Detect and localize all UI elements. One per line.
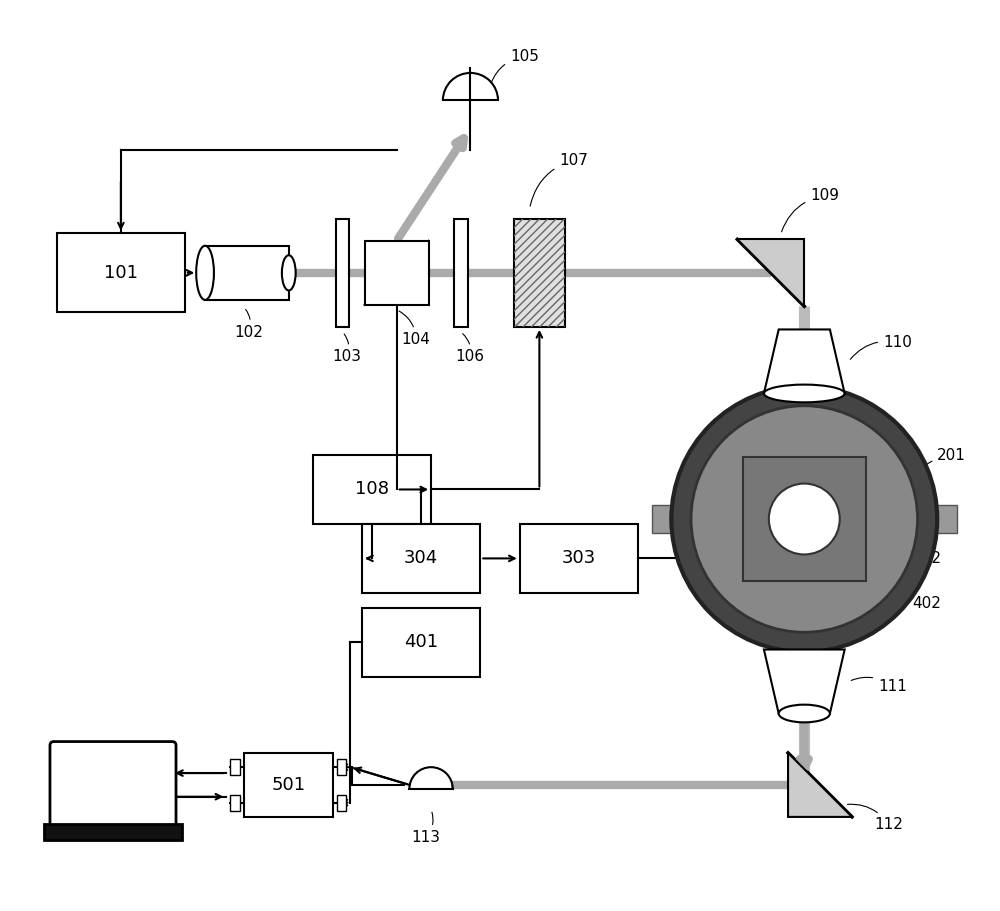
- Text: 104: 104: [399, 311, 430, 347]
- Text: 106: 106: [456, 333, 485, 364]
- Bar: [205, 246, 289, 300]
- Text: 103: 103: [333, 334, 362, 364]
- Ellipse shape: [196, 246, 214, 300]
- Bar: [514, 219, 565, 327]
- Text: 304: 304: [404, 549, 438, 568]
- Polygon shape: [737, 240, 804, 306]
- Polygon shape: [788, 752, 852, 817]
- Bar: [362, 524, 480, 593]
- Text: 302: 302: [881, 538, 942, 567]
- Text: 201: 201: [909, 448, 966, 486]
- Bar: [44, 824, 182, 840]
- Text: 113: 113: [411, 813, 440, 845]
- Bar: [652, 506, 957, 533]
- Bar: [362, 608, 480, 677]
- Text: 105: 105: [491, 49, 539, 83]
- Text: 111: 111: [851, 677, 907, 694]
- Bar: [336, 219, 349, 327]
- Bar: [230, 759, 240, 775]
- Ellipse shape: [282, 255, 296, 291]
- Bar: [313, 455, 431, 524]
- Ellipse shape: [764, 384, 845, 403]
- Text: 303: 303: [562, 549, 596, 568]
- Text: 102: 102: [234, 310, 263, 340]
- Ellipse shape: [779, 704, 830, 722]
- Text: 301: 301: [706, 453, 735, 488]
- Bar: [337, 794, 346, 811]
- Text: 502: 502: [96, 771, 130, 789]
- Text: 108: 108: [355, 480, 389, 498]
- Bar: [514, 219, 565, 327]
- Bar: [791, 366, 818, 671]
- Circle shape: [769, 484, 840, 555]
- Bar: [337, 759, 346, 775]
- Text: 101: 101: [104, 264, 138, 281]
- Text: 112: 112: [847, 804, 903, 833]
- Bar: [244, 752, 333, 817]
- Text: 109: 109: [782, 188, 839, 231]
- Bar: [57, 233, 185, 312]
- Bar: [230, 794, 240, 811]
- Text: 401: 401: [404, 633, 438, 651]
- Text: 107: 107: [530, 152, 588, 206]
- Bar: [365, 241, 429, 305]
- Circle shape: [671, 386, 937, 652]
- Text: 110: 110: [850, 334, 912, 359]
- Circle shape: [691, 405, 918, 632]
- Polygon shape: [764, 330, 845, 394]
- Text: 402: 402: [886, 583, 941, 610]
- Text: 501: 501: [271, 776, 305, 793]
- Bar: [454, 219, 468, 327]
- Bar: [520, 524, 638, 593]
- Bar: [743, 457, 866, 580]
- Polygon shape: [764, 650, 845, 713]
- FancyBboxPatch shape: [50, 742, 176, 828]
